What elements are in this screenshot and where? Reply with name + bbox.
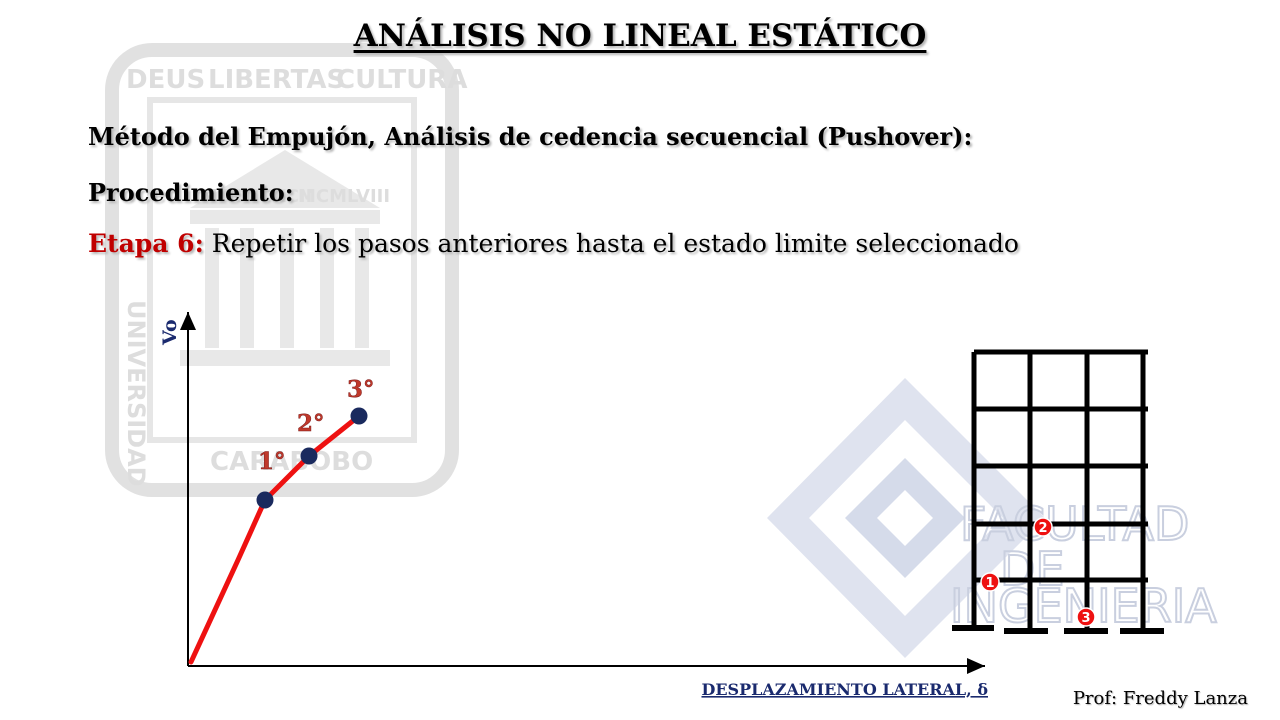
- seal-word: MCMLVIII: [298, 186, 390, 207]
- x-axis-label: DESPLAZAMIENTO LATERAL, δ: [701, 680, 988, 699]
- step-label: Etapa 6:: [88, 229, 204, 258]
- plastic-hinge-2: [1033, 517, 1053, 537]
- point-label-3: 3°: [347, 376, 375, 403]
- step-line: Etapa 6: Repetir los pasos anteriores ha…: [88, 229, 1019, 258]
- hinge-label-3: 3: [1081, 611, 1090, 626]
- yield-point-2: [300, 447, 318, 465]
- plastic-hinge-3: [1076, 607, 1096, 627]
- yield-point-1: [256, 491, 274, 509]
- yield-point-3: [350, 407, 368, 425]
- hinge-label-1: 1: [985, 576, 994, 591]
- hinge-label-2: 2: [1038, 521, 1047, 536]
- point-label-2: 2°: [297, 410, 325, 437]
- seal-building: [180, 150, 390, 366]
- point-label-1: 1°: [258, 448, 286, 475]
- seal-word: LIBERTAS: [208, 65, 345, 95]
- method-heading: Método del Empujón, Análisis de cedencia…: [88, 122, 973, 151]
- procedure-heading: Procedimiento:: [88, 178, 294, 207]
- seal-word: UNIVERSIDAD: [122, 300, 150, 487]
- slide-title: ANÁLISIS NO LINEAL ESTÁTICO: [353, 18, 927, 54]
- y-axis-label: Vo: [159, 319, 181, 346]
- seal-word: MDCCCXCII: [200, 186, 312, 207]
- step-text: Repetir los pasos anteriores hasta el es…: [203, 229, 1019, 258]
- plastic-hinge-1: [980, 572, 1000, 592]
- seal-word: CULTURA: [336, 65, 467, 95]
- seal-word: DEUS: [126, 65, 205, 95]
- author-footer: Prof: Freddy Lanza: [1072, 688, 1248, 709]
